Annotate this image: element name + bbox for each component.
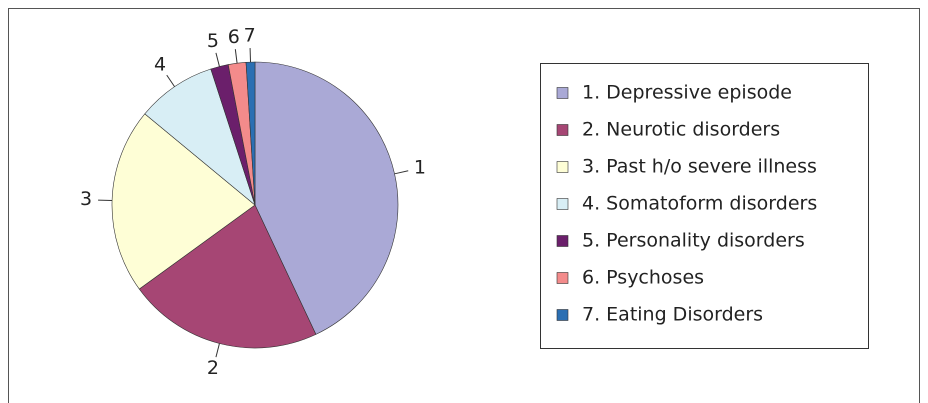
pie-slice [254, 61, 399, 335]
leader-line [215, 52, 220, 67]
legend-swatch [556, 198, 569, 210]
legend-swatch [556, 235, 569, 247]
legend-swatch [556, 87, 569, 99]
legend-box [540, 63, 869, 349]
legend-label: 4. Somatoform disorders [582, 193, 817, 215]
legend-label: 1. Depressive episode [582, 82, 792, 104]
legend-swatch [556, 272, 569, 284]
legend-swatch [556, 161, 569, 173]
slice-label: 5 [207, 30, 219, 52]
pie-slice [245, 61, 256, 206]
leader-line [234, 49, 238, 64]
slice-label: 7 [244, 25, 256, 47]
legend-swatch [556, 309, 569, 321]
slice-label: 1 [414, 157, 426, 179]
legend-label: 5. Personality disorders [582, 230, 805, 252]
pie-slice [111, 113, 256, 290]
legend-label: 6. Psychoses [582, 267, 704, 289]
leader-line [166, 74, 176, 88]
slice-label: 6 [228, 26, 240, 48]
leader-line [394, 170, 409, 175]
legend-label: 2. Neurotic disorders [582, 119, 780, 141]
legend-label: 7. Eating Disorders [582, 304, 763, 326]
slice-label: 2 [207, 357, 219, 379]
leader-line [215, 343, 220, 358]
legend-swatch [556, 124, 569, 136]
slice-label: 4 [154, 54, 166, 76]
legend-label: 3. Past h/o severe illness [582, 156, 817, 178]
pie-slice [144, 68, 256, 206]
pie-slice [138, 204, 317, 349]
frame [8, 8, 920, 403]
slice-label: 3 [80, 188, 92, 210]
